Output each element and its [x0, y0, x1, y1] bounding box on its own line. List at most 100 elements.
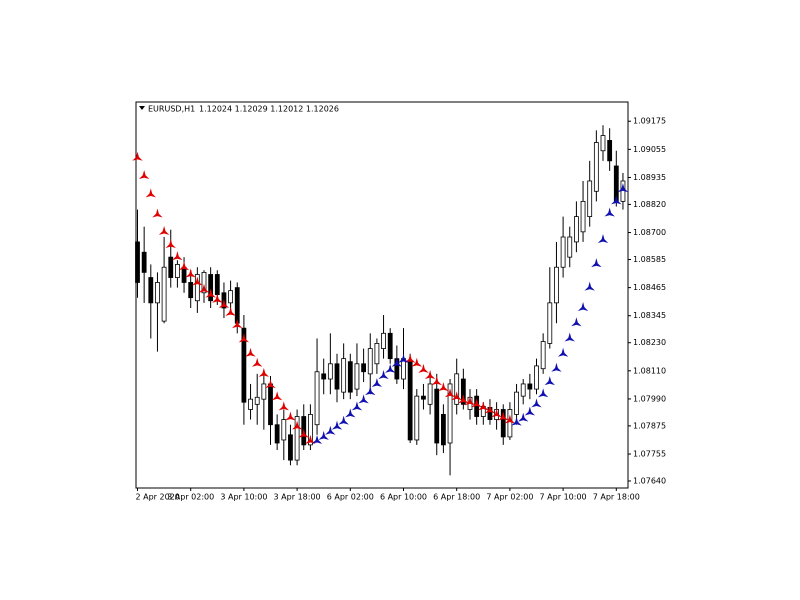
- stop-marker: [591, 258, 602, 268]
- stop-marker: [551, 362, 562, 372]
- candle-body: [241, 327, 247, 403]
- y-tick-label: 1.09055: [633, 145, 666, 154]
- x-tick-label: 6 Apr 18:00: [433, 493, 480, 502]
- stop-marker: [178, 261, 190, 271]
- candle-body: [321, 373, 327, 380]
- stop-marker: [391, 357, 403, 367]
- candle-body: [507, 409, 513, 438]
- candle-body: [547, 302, 553, 344]
- stop-marker: [172, 251, 183, 261]
- stop-marker: [604, 207, 615, 217]
- symbol: EURUSD,H1: [148, 105, 195, 114]
- candle-body: [407, 361, 413, 441]
- stop-marker: [238, 333, 250, 343]
- stop-marker: [285, 411, 296, 421]
- stop-marker: [418, 363, 429, 373]
- candle-body: [587, 180, 593, 218]
- stop-marker: [311, 434, 323, 444]
- y-tick-label: 1.08110: [633, 366, 666, 375]
- candle-body: [201, 271, 207, 294]
- candle-body: [607, 140, 613, 162]
- candle-body: [268, 383, 273, 426]
- x-tick-label: 7 Apr 18:00: [593, 493, 640, 502]
- candle-body: [381, 332, 386, 349]
- y-tick-label: 1.08700: [633, 228, 666, 237]
- y-tick-label: 1.07755: [633, 450, 666, 459]
- candle-body: [460, 378, 466, 405]
- ohlc-text: 1.12024 1.12029 1.12012 1.12026: [199, 105, 339, 114]
- stop-marker: [458, 394, 469, 404]
- y-tick-label: 1.09175: [633, 117, 666, 126]
- stop-marker: [225, 306, 236, 316]
- candle-body: [334, 363, 340, 390]
- candle-body: [228, 290, 234, 304]
- candle-body: [414, 395, 420, 441]
- candle-body: [194, 274, 200, 302]
- y-tick-label: 1.08230: [633, 338, 666, 347]
- candle-body: [593, 142, 599, 192]
- stop-marker: [338, 415, 349, 425]
- stop-marker: [491, 408, 502, 418]
- candle-body: [281, 419, 287, 441]
- stop-marker: [345, 408, 356, 418]
- stop-marker: [504, 414, 516, 424]
- candle-body: [341, 358, 347, 393]
- stop-marker: [524, 406, 536, 416]
- stop-marker: [498, 411, 509, 421]
- candle-body: [274, 424, 280, 444]
- candle-body: [374, 342, 380, 365]
- stop-marker: [245, 347, 256, 357]
- stop-marker: [331, 420, 343, 430]
- candle-body: [314, 371, 320, 426]
- stop-marker: [584, 281, 595, 291]
- stop-marker: [557, 347, 569, 357]
- candle-body: [181, 266, 187, 283]
- y-tick-label: 1.07990: [633, 394, 666, 403]
- candle-body: [554, 266, 559, 304]
- stop-marker: [232, 319, 243, 329]
- candle-body: [600, 135, 606, 152]
- stop-marker: [198, 283, 210, 293]
- y-tick-label: 1.07875: [633, 421, 666, 430]
- candle-body: [307, 414, 313, 446]
- stop-marker: [438, 382, 449, 392]
- candle-body: [540, 341, 546, 370]
- x-tick-label: 6 Apr 10:00: [380, 493, 427, 502]
- stop-marker: [132, 151, 143, 161]
- stop-marker: [398, 353, 409, 363]
- stop-marker: [145, 188, 156, 198]
- candle-body: [560, 236, 566, 268]
- candle-body: [327, 363, 333, 380]
- stop-marker: [291, 420, 303, 430]
- y-tick-label: 1.08935: [633, 173, 666, 182]
- stop-marker: [358, 394, 369, 404]
- candle-body: [534, 365, 539, 390]
- stop-marker: [404, 353, 416, 363]
- y-tick-label: 1.07640: [633, 476, 666, 485]
- stop-marker: [471, 398, 482, 408]
- candle-body: [361, 363, 367, 373]
- candle-body: [454, 373, 460, 405]
- candle-body: [148, 277, 154, 304]
- stop-marker: [325, 425, 336, 435]
- x-tick-label: 7 Apr 02:00: [486, 493, 533, 502]
- stop-marker: [564, 332, 575, 342]
- candle-body: [440, 414, 446, 446]
- candle-body: [155, 282, 160, 304]
- stop-marker: [444, 388, 456, 398]
- stop-marker: [451, 391, 462, 401]
- stop-marker: [518, 412, 529, 422]
- y-tick-label: 1.08465: [633, 283, 666, 292]
- candle-body: [234, 287, 240, 324]
- stop-marker: [158, 225, 170, 235]
- stop-marker: [271, 391, 283, 401]
- stop-marker: [385, 363, 396, 373]
- candle-body: [261, 383, 267, 400]
- stop-marker: [537, 388, 549, 398]
- stop-marker: [371, 377, 383, 387]
- candle-body: [527, 383, 533, 390]
- stop-marker: [205, 288, 216, 298]
- x-tick-label: 6 Apr 02:00: [327, 493, 374, 502]
- candle-body: [174, 264, 180, 278]
- candle-body: [248, 398, 253, 410]
